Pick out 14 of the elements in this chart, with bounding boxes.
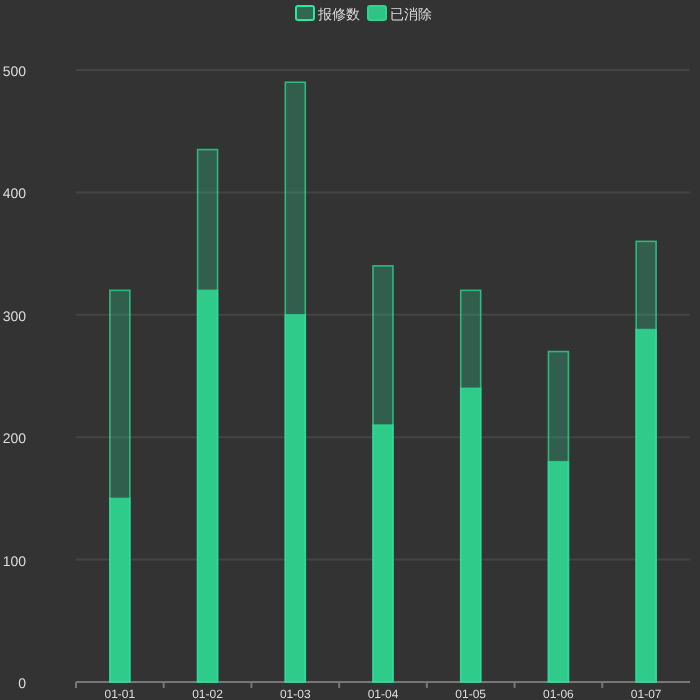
- bar: [196, 289, 219, 683]
- bar: [372, 265, 394, 683]
- bar: [459, 289, 482, 683]
- bar: [109, 289, 131, 683]
- bar: [196, 148, 219, 683]
- bar: [284, 81, 307, 683]
- bar: [547, 350, 570, 683]
- bar: [635, 240, 657, 683]
- bar: [372, 424, 394, 683]
- bar: [547, 460, 570, 683]
- bar: [459, 387, 482, 683]
- bar: [635, 328, 657, 683]
- bar: [109, 497, 131, 683]
- bar: [284, 314, 307, 683]
